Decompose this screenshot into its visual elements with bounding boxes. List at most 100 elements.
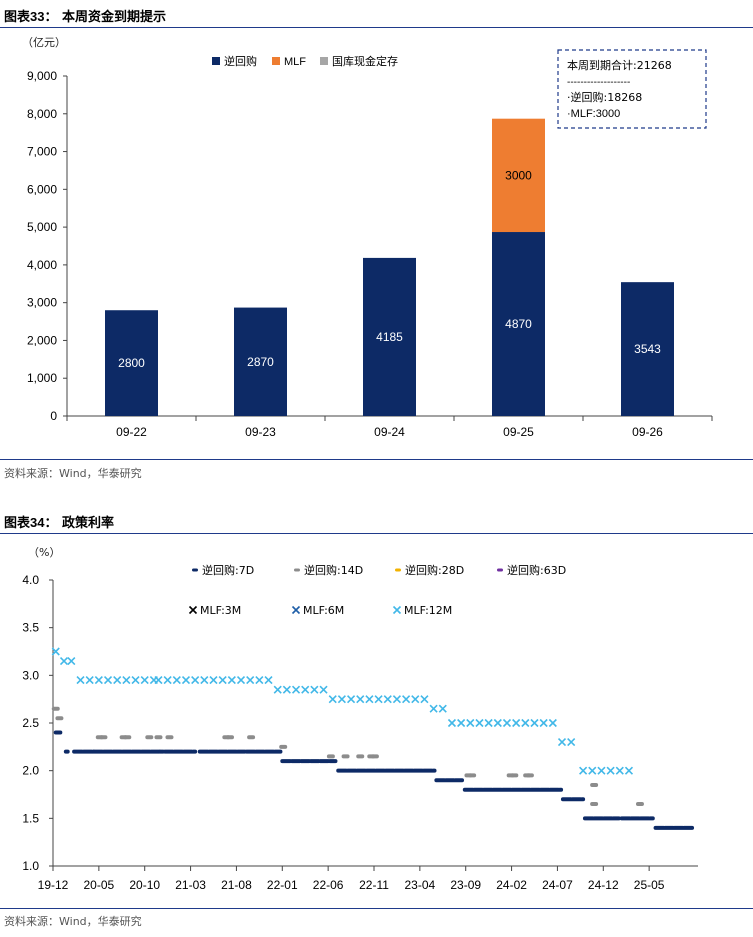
- legend-label-repo: 逆回购: [224, 54, 257, 68]
- chart1-y-tick-label: 3,000: [27, 296, 57, 310]
- chart2-point-repo: [590, 802, 599, 807]
- chart1-bar: [492, 118, 545, 233]
- chart1-bar: [492, 232, 545, 416]
- chart2-x-tick-label: 22-11: [359, 878, 389, 892]
- chart2-unit-label: （%）: [28, 546, 60, 559]
- legend-marker: [392, 605, 402, 615]
- legend-marker: [291, 605, 301, 615]
- chart2-point-mlf: [438, 704, 447, 713]
- chart2-x-tick-label: 20-05: [84, 878, 115, 892]
- chart1-x-tick-label: 09-23: [245, 425, 276, 439]
- chart2-point-mlf: [209, 676, 218, 685]
- chart2-point-mlf: [588, 766, 597, 775]
- chart2-point-mlf: [411, 695, 420, 704]
- chart2-x-tick-label: 25-05: [634, 878, 665, 892]
- chart2-point-mlf: [172, 676, 181, 685]
- chart2-point-mlf: [512, 718, 521, 728]
- chart2-point-repo: [356, 754, 365, 759]
- chart2-point-repo: [525, 773, 534, 778]
- chart1-x-tick-label: 09-22: [116, 425, 147, 439]
- legend-label: 逆回购:14D: [304, 563, 363, 577]
- chart2-x-tick-label: 24-12: [588, 878, 619, 892]
- chart2-point-mlf: [347, 695, 356, 704]
- chart2-point-mlf: [383, 695, 392, 704]
- chart2-point-mlf: [200, 676, 209, 685]
- chart1-y-tick-label: 9,000: [27, 69, 57, 83]
- chart2-point-mlf: [76, 676, 85, 685]
- chart2-point-repo: [51, 706, 60, 711]
- chart2-y-tick-label: 1.0: [22, 859, 39, 873]
- chart2-point-mlf: [273, 685, 282, 694]
- chart2-scatter-chart: （%） 1.0 1.5 2.0 2.5 3.0 3.5 4.0 19-12 20-05 20-10…: [22, 546, 698, 892]
- legend-label-mlf: MLF: [284, 56, 306, 68]
- chart2-point-repo: [123, 735, 132, 740]
- chart2-point-mlf: [597, 766, 606, 775]
- summary-total: 本周到期合计:21268: [567, 58, 672, 72]
- chart2-point-mlf: [502, 718, 512, 728]
- chart1-axes: 0 1,000 2,000 3,000 4,000 5,000 6,000 7,000 8,00…: [27, 69, 713, 439]
- chart2-point-repo: [510, 773, 519, 778]
- chart2-x-tick-label: 23-09: [450, 878, 481, 892]
- chart2-point-mlf: [236, 676, 246, 685]
- chart1-source: 资料来源：Wind，华泰研究: [4, 467, 142, 480]
- chart2-point-mlf: [282, 685, 291, 694]
- chart2-y-tick-label: 4.0: [22, 573, 39, 587]
- legend-marker: [188, 605, 198, 615]
- chart1-y-tick-label: 5,000: [27, 220, 57, 234]
- chart1-bar-label: 2870: [247, 355, 274, 369]
- chart2-point-mlf: [140, 676, 149, 685]
- chart2-point-mlf: [521, 718, 530, 728]
- chart2-y-tick-label: 3.5: [22, 621, 39, 635]
- summary-box: 本周到期合计:21268 ------------------- ·逆回购:18…: [557, 49, 707, 129]
- chart2-point-repo: [165, 735, 174, 740]
- chart2-point-mlf: [191, 676, 200, 685]
- chart1-legend: 逆回购 MLF 国库现金定存: [212, 54, 398, 68]
- legend-marker: [395, 568, 401, 572]
- chart1-bar: [363, 257, 416, 416]
- chart2-point-mlf: [255, 676, 264, 685]
- chart2-title-prefix: 图表: [4, 516, 31, 531]
- chart2-point-mlf: [337, 695, 346, 704]
- chart1-title-number: 33: [30, 9, 45, 24]
- chart1-y-tick-label: 2,000: [27, 333, 57, 347]
- chart1-bar: [621, 282, 674, 416]
- legend-marker: [192, 568, 198, 572]
- chart2-point-mlf: [319, 685, 328, 694]
- chart2-title: 图表34： 政策利率: [4, 512, 114, 531]
- legend-label: MLF:6M: [303, 604, 344, 617]
- chart2-point-mlf: [579, 766, 588, 775]
- chart2-point-mlf: [420, 695, 429, 704]
- chart1-y-tick-label: 7,000: [27, 145, 57, 159]
- chart1-y-tick-label: 6,000: [27, 182, 57, 196]
- chart2-legend: 逆回购:7D 逆回购:14D 逆回购:28D 逆回购:63D MLF:3M MLF:6M M…: [188, 563, 566, 617]
- chart2-x-tick-label: 21-03: [175, 878, 206, 892]
- chart2-point-mlf: [475, 718, 484, 728]
- chart2-point-mlf: [59, 656, 69, 666]
- chart2-y-tick-label: 2.0: [22, 764, 39, 778]
- chart2-point-mlf: [466, 718, 475, 728]
- chart2-x-tick-label: 21-08: [221, 878, 252, 892]
- chart1-bar-label: 4870: [505, 317, 532, 331]
- legend-swatch-mlf: [272, 57, 280, 65]
- chart2-x-tick-label: 23-04: [405, 878, 436, 892]
- chart2-y-tick-label: 3.0: [22, 668, 39, 682]
- chart2-source: 资料来源：Wind，华泰研究: [4, 915, 142, 928]
- chart2-title-rule: [0, 533, 753, 534]
- chart2-point-mlf: [131, 676, 140, 685]
- chart2-point-mlf: [484, 718, 493, 728]
- chart2-point-mlf: [374, 695, 383, 704]
- chart2-point-repo: [341, 754, 350, 759]
- chart2-point-repo: [247, 735, 256, 740]
- chart2-y-tick-label: 2.5: [22, 716, 39, 730]
- chart2-point-mlf: [539, 718, 548, 728]
- chart2-point-mlf: [402, 695, 411, 704]
- chart2-point-mlf: [218, 676, 227, 685]
- legend-label-deposit: 国库现金定存: [332, 54, 398, 68]
- legend-label: 逆回购:28D: [405, 563, 464, 577]
- legend-label: MLF:12M: [404, 604, 452, 617]
- chart2-point-repo: [99, 735, 108, 740]
- chart2-point-mlf: [163, 676, 172, 685]
- chart2-bottom-rule: [0, 908, 753, 909]
- chart2-axes: 1.0 1.5 2.0 2.5 3.0 3.5 4.0 19-12 20-05 20-10 21-0…: [22, 573, 698, 892]
- chart2-point-mlf: [606, 766, 615, 775]
